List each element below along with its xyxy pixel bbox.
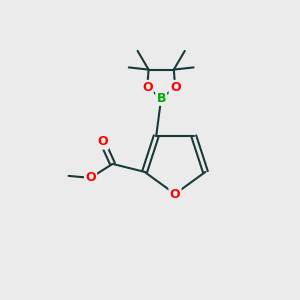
- Text: O: O: [85, 171, 96, 184]
- Text: O: O: [170, 188, 180, 200]
- Text: O: O: [170, 81, 181, 94]
- Text: O: O: [142, 81, 152, 94]
- Text: O: O: [97, 135, 108, 148]
- Text: B: B: [156, 92, 166, 105]
